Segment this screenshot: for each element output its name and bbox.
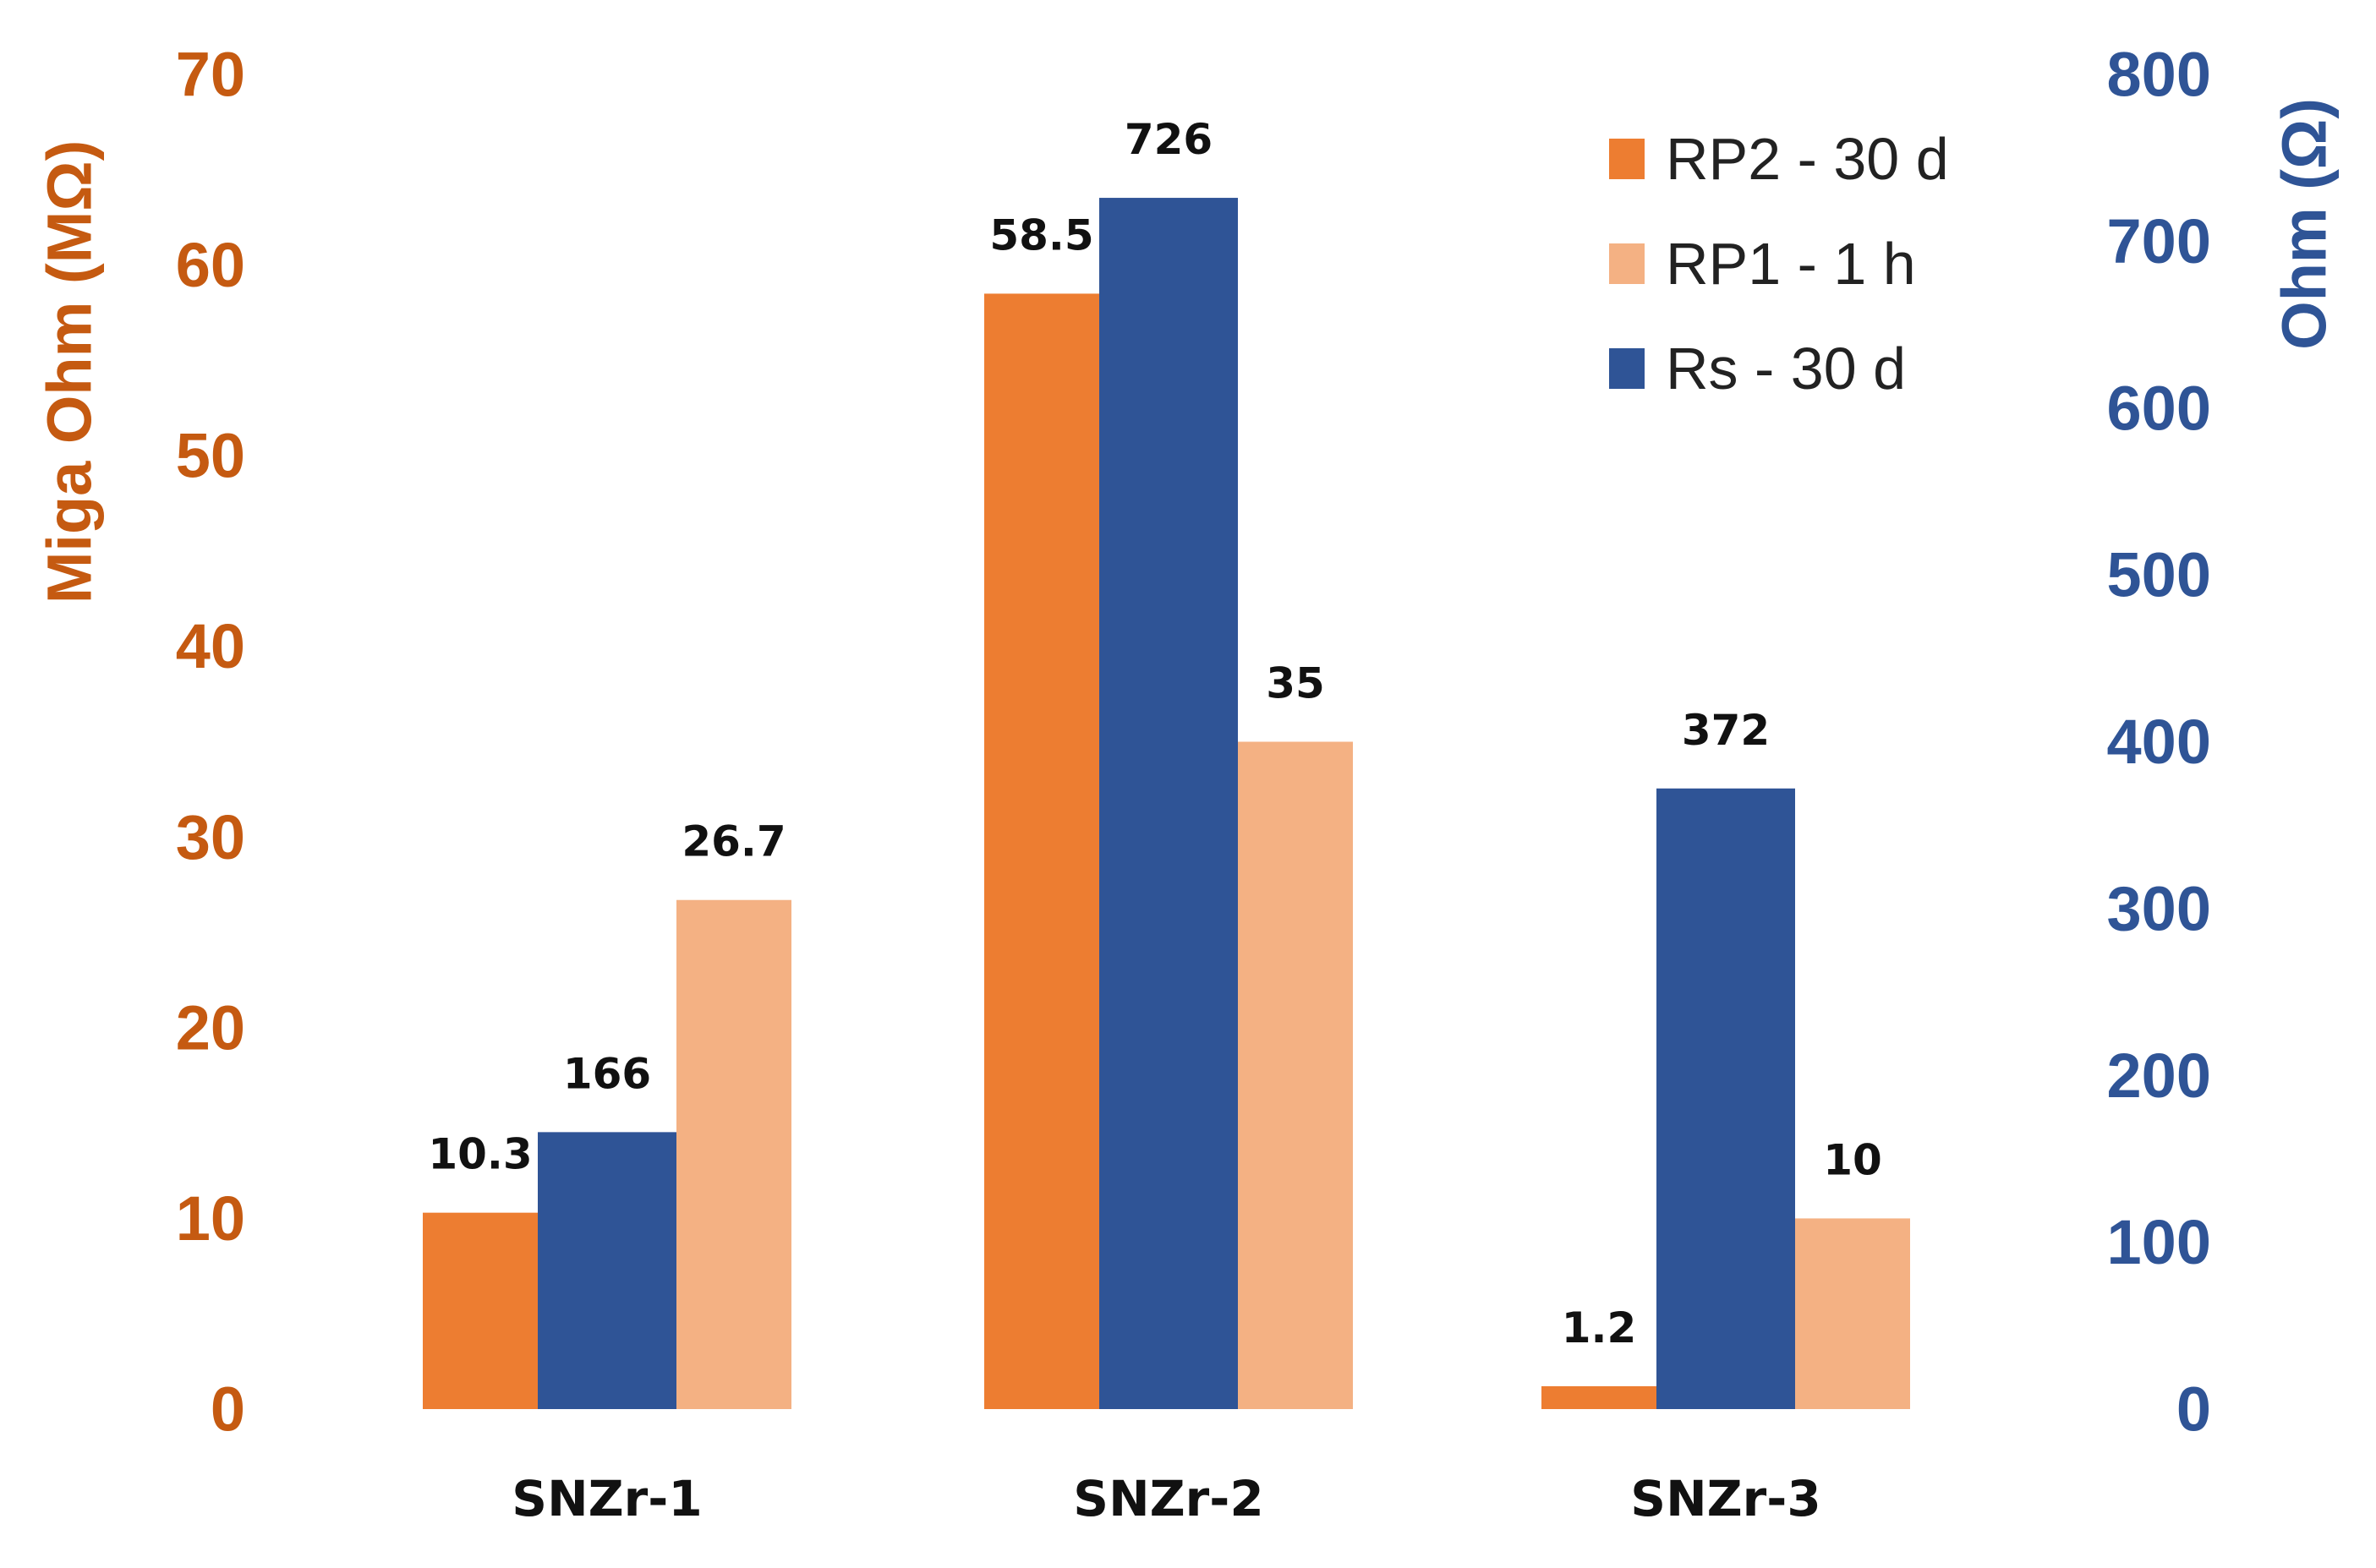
legend-swatch-rp2-30-d xyxy=(1609,139,1645,179)
right-tick-label: 0 xyxy=(2176,1374,2211,1445)
right-tick-label: 500 xyxy=(2107,540,2211,610)
legend: RP2 - 30 d RP1 - 1 h Rs - 30 d xyxy=(1609,126,1949,402)
category-axis: SNZr-1 SNZr-2 SNZr-3 xyxy=(512,1470,1820,1527)
bar-snzr-2-rp1-1-h xyxy=(1238,741,1353,1409)
data-label-snzr-2-0: 58.5 xyxy=(989,210,1093,260)
bar-snzr-3-rs-30-d xyxy=(1656,788,1795,1409)
category-label-snzr-1: SNZr-1 xyxy=(512,1470,702,1527)
data-labels: 10.3 166 26.7 58.5 726 35 1.2 372 10 xyxy=(428,115,1881,1352)
legend-label: Rs - 30 d xyxy=(1666,336,1906,402)
left-tick-label: 30 xyxy=(176,802,245,872)
bars xyxy=(423,198,1910,1410)
legend-label: RP1 - 1 h xyxy=(1666,231,1916,297)
data-label-snzr-3-1: 372 xyxy=(1682,706,1770,755)
right-axis-title: Ohm (Ω) xyxy=(2269,98,2340,350)
left-tick-label: 70 xyxy=(176,40,245,110)
left-tick-label: 50 xyxy=(176,421,245,491)
left-axis-title: Miga Ohm (MΩ) xyxy=(35,140,105,604)
left-axis: 0 10 20 30 40 50 60 70 Miga Ohm (MΩ) xyxy=(35,40,246,1445)
left-tick-label: 10 xyxy=(176,1183,245,1254)
left-tick-label: 60 xyxy=(176,230,245,300)
bar-snzr-3-rp2-30-d xyxy=(1541,1385,1656,1409)
right-axis: 0 100 200 300 400 500 600 700 800 Ohm (Ω) xyxy=(2107,40,2340,1445)
category-label-snzr-2: SNZr-2 xyxy=(1073,1470,1263,1527)
legend-label: RP2 - 30 d xyxy=(1666,126,1949,192)
right-tick-label: 300 xyxy=(2107,873,2211,943)
left-tick-label: 40 xyxy=(176,611,245,681)
data-label-snzr-1-2: 26.7 xyxy=(682,817,786,866)
right-tick-label: 200 xyxy=(2107,1041,2211,1111)
data-label-snzr-3-0: 1.2 xyxy=(1562,1303,1637,1352)
right-tick-label: 700 xyxy=(2107,206,2211,276)
bar-snzr-1-rp1-1-h xyxy=(676,899,791,1409)
data-label-snzr-1-1: 166 xyxy=(563,1049,651,1098)
data-label-snzr-3-2: 10 xyxy=(1823,1135,1882,1184)
right-tick-label: 400 xyxy=(2107,707,2211,777)
left-tick-label: 20 xyxy=(176,992,245,1063)
category-label-snzr-3: SNZr-3 xyxy=(1630,1470,1820,1527)
legend-swatch-rp1-1-h xyxy=(1609,243,1645,284)
bar-snzr-1-rs-30-d xyxy=(538,1132,676,1409)
data-label-snzr-2-2: 35 xyxy=(1266,659,1325,708)
right-tick-label: 800 xyxy=(2107,40,2211,110)
data-label-snzr-1-0: 10.3 xyxy=(428,1130,532,1179)
bar-snzr-1-rp2-30-d xyxy=(423,1212,538,1409)
left-tick-label: 0 xyxy=(211,1374,245,1445)
bar-snzr-3-rp1-1-h xyxy=(1795,1218,1910,1409)
right-tick-label: 100 xyxy=(2107,1207,2211,1277)
bar-snzr-2-rs-30-d xyxy=(1099,198,1238,1409)
data-label-snzr-2-1: 726 xyxy=(1125,115,1213,164)
right-tick-label: 600 xyxy=(2107,373,2211,443)
bar-snzr-2-rp2-30-d xyxy=(984,293,1099,1410)
legend-swatch-rs-30-d xyxy=(1609,348,1645,389)
